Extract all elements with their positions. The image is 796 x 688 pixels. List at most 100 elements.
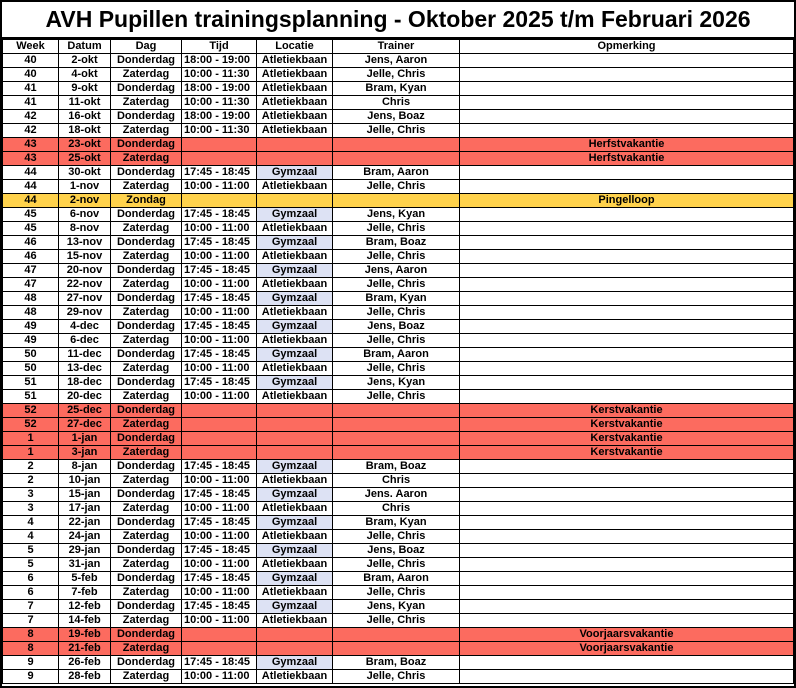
table-row: 41 11-okt Zaterdag 10:00 - 11:30 Atletiekbaa… [2,95,794,110]
cell-trainer: Bram, Boaz [332,655,460,670]
cell-trainer: Bram, Kyan [332,81,460,96]
cell-datum: 9-okt [58,81,111,96]
table-row: 2 10-jan Zaterdag 10:00 - 11:00 Atletiekbaan… [2,473,794,488]
cell-dag: Zaterdag [110,361,182,376]
cell-week: 5 [2,557,59,572]
cell-opmerking [459,361,794,376]
column-header-opmerking: Opmerking [459,39,794,54]
cell-datum: 13-dec [58,361,111,376]
cell-trainer: Bram, Boaz [332,459,460,474]
cell-locatie [256,445,333,460]
cell-locatie: Atletiekbaan [256,109,333,124]
cell-datum: 16-okt [58,109,111,124]
cell-tijd [181,445,257,460]
cell-locatie: Atletiekbaan [256,179,333,194]
table-row: 43 23-okt Donderdag Herfstvakantie [2,137,794,152]
cell-opmerking [459,165,794,180]
cell-trainer [332,417,460,432]
cell-datum: 7-feb [58,585,111,600]
cell-tijd: 10:00 - 11:00 [181,557,257,572]
cell-tijd: 17:45 - 18:45 [181,235,257,250]
cell-locatie: Atletiekbaan [256,95,333,110]
table-row: 49 6-dec Zaterdag 10:00 - 11:00 Atletiekbaan… [2,333,794,348]
cell-trainer: Jens, Boaz [332,543,460,558]
cell-dag: Zaterdag [110,417,182,432]
cell-trainer: Jens, Aaron [332,53,460,68]
cell-dag: Donderdag [110,137,182,152]
cell-locatie: Atletiekbaan [256,53,333,68]
cell-week: 43 [2,137,59,152]
table-row: 41 9-okt Donderdag 18:00 - 19:00 Atletiekbaa… [2,81,794,96]
cell-week: 46 [2,249,59,264]
cell-datum: 6-nov [58,207,111,222]
cell-opmerking [459,207,794,222]
cell-dag: Donderdag [110,655,182,670]
cell-datum: 20-nov [58,263,111,278]
cell-datum: 2-okt [58,53,111,68]
cell-datum: 14-feb [58,613,111,628]
cell-trainer: Jelle, Chris [332,333,460,348]
cell-tijd: 17:45 - 18:45 [181,263,257,278]
cell-week: 50 [2,347,59,362]
cell-opmerking [459,263,794,278]
cell-tijd: 10:00 - 11:30 [181,67,257,82]
cell-opmerking [459,375,794,390]
cell-datum: 4-dec [58,319,111,334]
cell-dag: Donderdag [110,291,182,306]
cell-trainer [332,151,460,166]
cell-tijd: 10:00 - 11:30 [181,95,257,110]
cell-week: 5 [2,543,59,558]
cell-week: 44 [2,165,59,180]
table-row: 8 21-feb Zaterdag Voorjaarsvakantie [2,641,794,656]
cell-tijd: 17:45 - 18:45 [181,655,257,670]
cell-locatie: Atletiekbaan [256,123,333,138]
cell-opmerking: Herfstvakantie [459,151,794,166]
cell-week: 42 [2,123,59,138]
cell-opmerking [459,347,794,362]
cell-locatie: Atletiekbaan [256,613,333,628]
cell-locatie: Gymzaal [256,543,333,558]
cell-week: 46 [2,235,59,250]
cell-week: 43 [2,151,59,166]
cell-locatie: Atletiekbaan [256,249,333,264]
cell-trainer [332,137,460,152]
cell-tijd: 17:45 - 18:45 [181,459,257,474]
cell-trainer: Bram, Aaron [332,571,460,586]
cell-datum: 15-jan [58,487,111,502]
column-header-week: Week [2,39,59,54]
cell-dag: Donderdag [110,235,182,250]
cell-locatie: Atletiekbaan [256,361,333,376]
cell-opmerking [459,571,794,586]
table-row: 48 27-nov Donderdag 17:45 - 18:45 Gymzaal Bra… [2,291,794,306]
cell-opmerking [459,389,794,404]
cell-locatie: Gymzaal [256,319,333,334]
cell-opmerking [459,221,794,236]
cell-dag: Zondag [110,193,182,208]
cell-tijd [181,641,257,656]
cell-opmerking [459,655,794,670]
cell-trainer [332,193,460,208]
cell-tijd: 10:00 - 11:00 [181,529,257,544]
cell-locatie: Gymzaal [256,487,333,502]
cell-tijd [181,151,257,166]
cell-opmerking: Kerstvakantie [459,417,794,432]
cell-datum: 25-dec [58,403,111,418]
cell-dag: Zaterdag [110,277,182,292]
cell-datum: 18-okt [58,123,111,138]
cell-locatie [256,417,333,432]
cell-dag: Donderdag [110,431,182,446]
cell-opmerking [459,109,794,124]
cell-week: 9 [2,669,59,684]
cell-trainer: Jelle, Chris [332,361,460,376]
cell-week: 8 [2,627,59,642]
page-title: AVH Pupillen trainingsplanning - Oktober… [2,2,794,39]
cell-tijd: 10:00 - 11:00 [181,361,257,376]
cell-datum: 26-feb [58,655,111,670]
cell-week: 51 [2,389,59,404]
cell-week: 9 [2,655,59,670]
schedule-table: Week Datum Dag Tijd Locatie Trainer Opmerking … [2,39,794,684]
cell-dag: Donderdag [110,459,182,474]
cell-dag: Zaterdag [110,529,182,544]
cell-trainer: Jelle, Chris [332,529,460,544]
cell-datum: 8-nov [58,221,111,236]
